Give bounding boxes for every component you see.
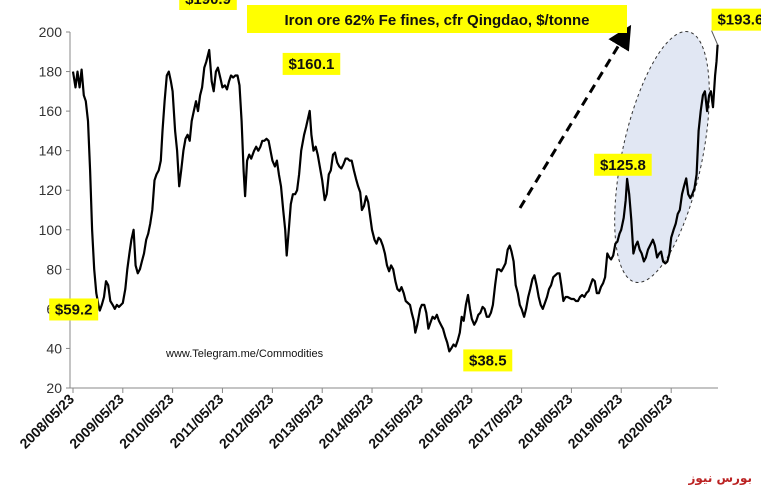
highlight-ellipse [614, 31, 710, 283]
y-tick-label: 200 [39, 24, 63, 40]
x-tick-label: 2020/05/23 [614, 391, 675, 452]
callout-background [179, 0, 237, 10]
y-tick-label: 20 [46, 380, 62, 396]
callout-1909: $190.9 [179, 0, 237, 10]
callout-592: $59.2 [49, 298, 99, 321]
callout-background [463, 349, 513, 372]
chart-title: Iron ore 62% Fe fines, cfr Qingdao, $/to… [284, 12, 589, 29]
callout-label: $59.2 [55, 301, 93, 318]
series-line-iron-ore [71, 44, 719, 353]
callout-background [711, 8, 761, 31]
callout-label: $193.6 [717, 12, 761, 29]
y-tick-label: 160 [39, 103, 63, 119]
callout-label: $160.1 [289, 56, 335, 73]
y-tick-label: 140 [39, 143, 63, 159]
callout-background [594, 153, 652, 176]
y-tick-label: 40 [46, 340, 62, 356]
watermark-url: www.Telegram.me/Commodities [165, 348, 324, 360]
callout-label: $38.5 [469, 352, 507, 369]
callout-label: $190.9 [185, 0, 231, 8]
brand-logo-text: بورس نیوز [687, 471, 752, 486]
callout-background [282, 52, 341, 75]
callout-1936: $193.6 [711, 8, 761, 45]
y-tick-label: 120 [39, 182, 63, 198]
callout-1601: $160.1 [282, 52, 341, 75]
y-tick-label: 100 [39, 222, 63, 238]
y-tick-label: 180 [39, 64, 63, 80]
y-tick-label: 80 [46, 261, 62, 277]
trend-arrow [518, 24, 632, 209]
callout-background [49, 298, 99, 321]
callout-label: $125.8 [600, 157, 646, 174]
callout-leader [711, 30, 719, 45]
callout-1258: $125.8 [594, 153, 652, 176]
callout-385: $38.5 [463, 349, 513, 372]
title-background [247, 5, 627, 33]
